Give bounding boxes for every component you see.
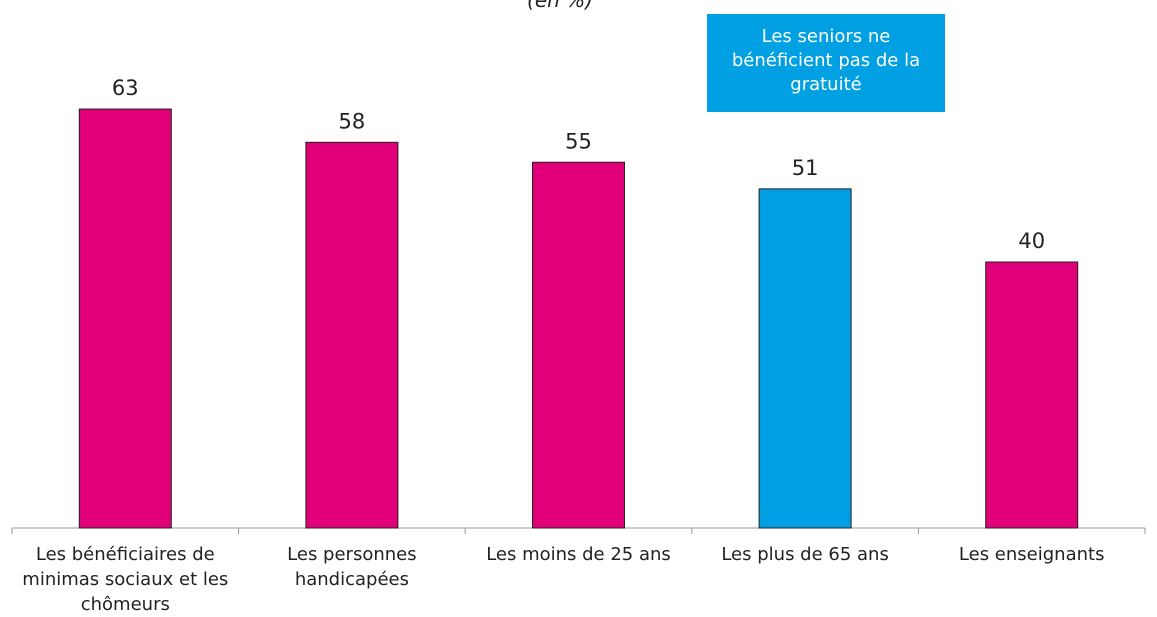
x-tick-label: Les bénéficiaires de minimas sociaux et … bbox=[22, 544, 229, 615]
chart-title: (en %) bbox=[527, 0, 593, 12]
value-label: 58 bbox=[339, 109, 366, 133]
annotation: Les seniors ne bénéficient pas de la gra… bbox=[707, 14, 945, 112]
x-tick-label: Les enseignants bbox=[958, 544, 1105, 565]
bar bbox=[532, 161, 625, 529]
x-tick-label: Les moins de 25 ans bbox=[486, 544, 671, 565]
value-label: 40 bbox=[1018, 229, 1045, 253]
bar bbox=[78, 108, 172, 529]
value-label: 63 bbox=[112, 76, 139, 100]
x-tick-label: Les plus de 65 ans bbox=[721, 544, 889, 565]
value-label: 55 bbox=[565, 129, 592, 153]
bar bbox=[305, 141, 399, 529]
value-label: 51 bbox=[792, 156, 819, 180]
bar bbox=[985, 261, 1079, 529]
bar bbox=[758, 188, 852, 529]
x-tick-label: Les personnes handicapées bbox=[287, 544, 417, 590]
